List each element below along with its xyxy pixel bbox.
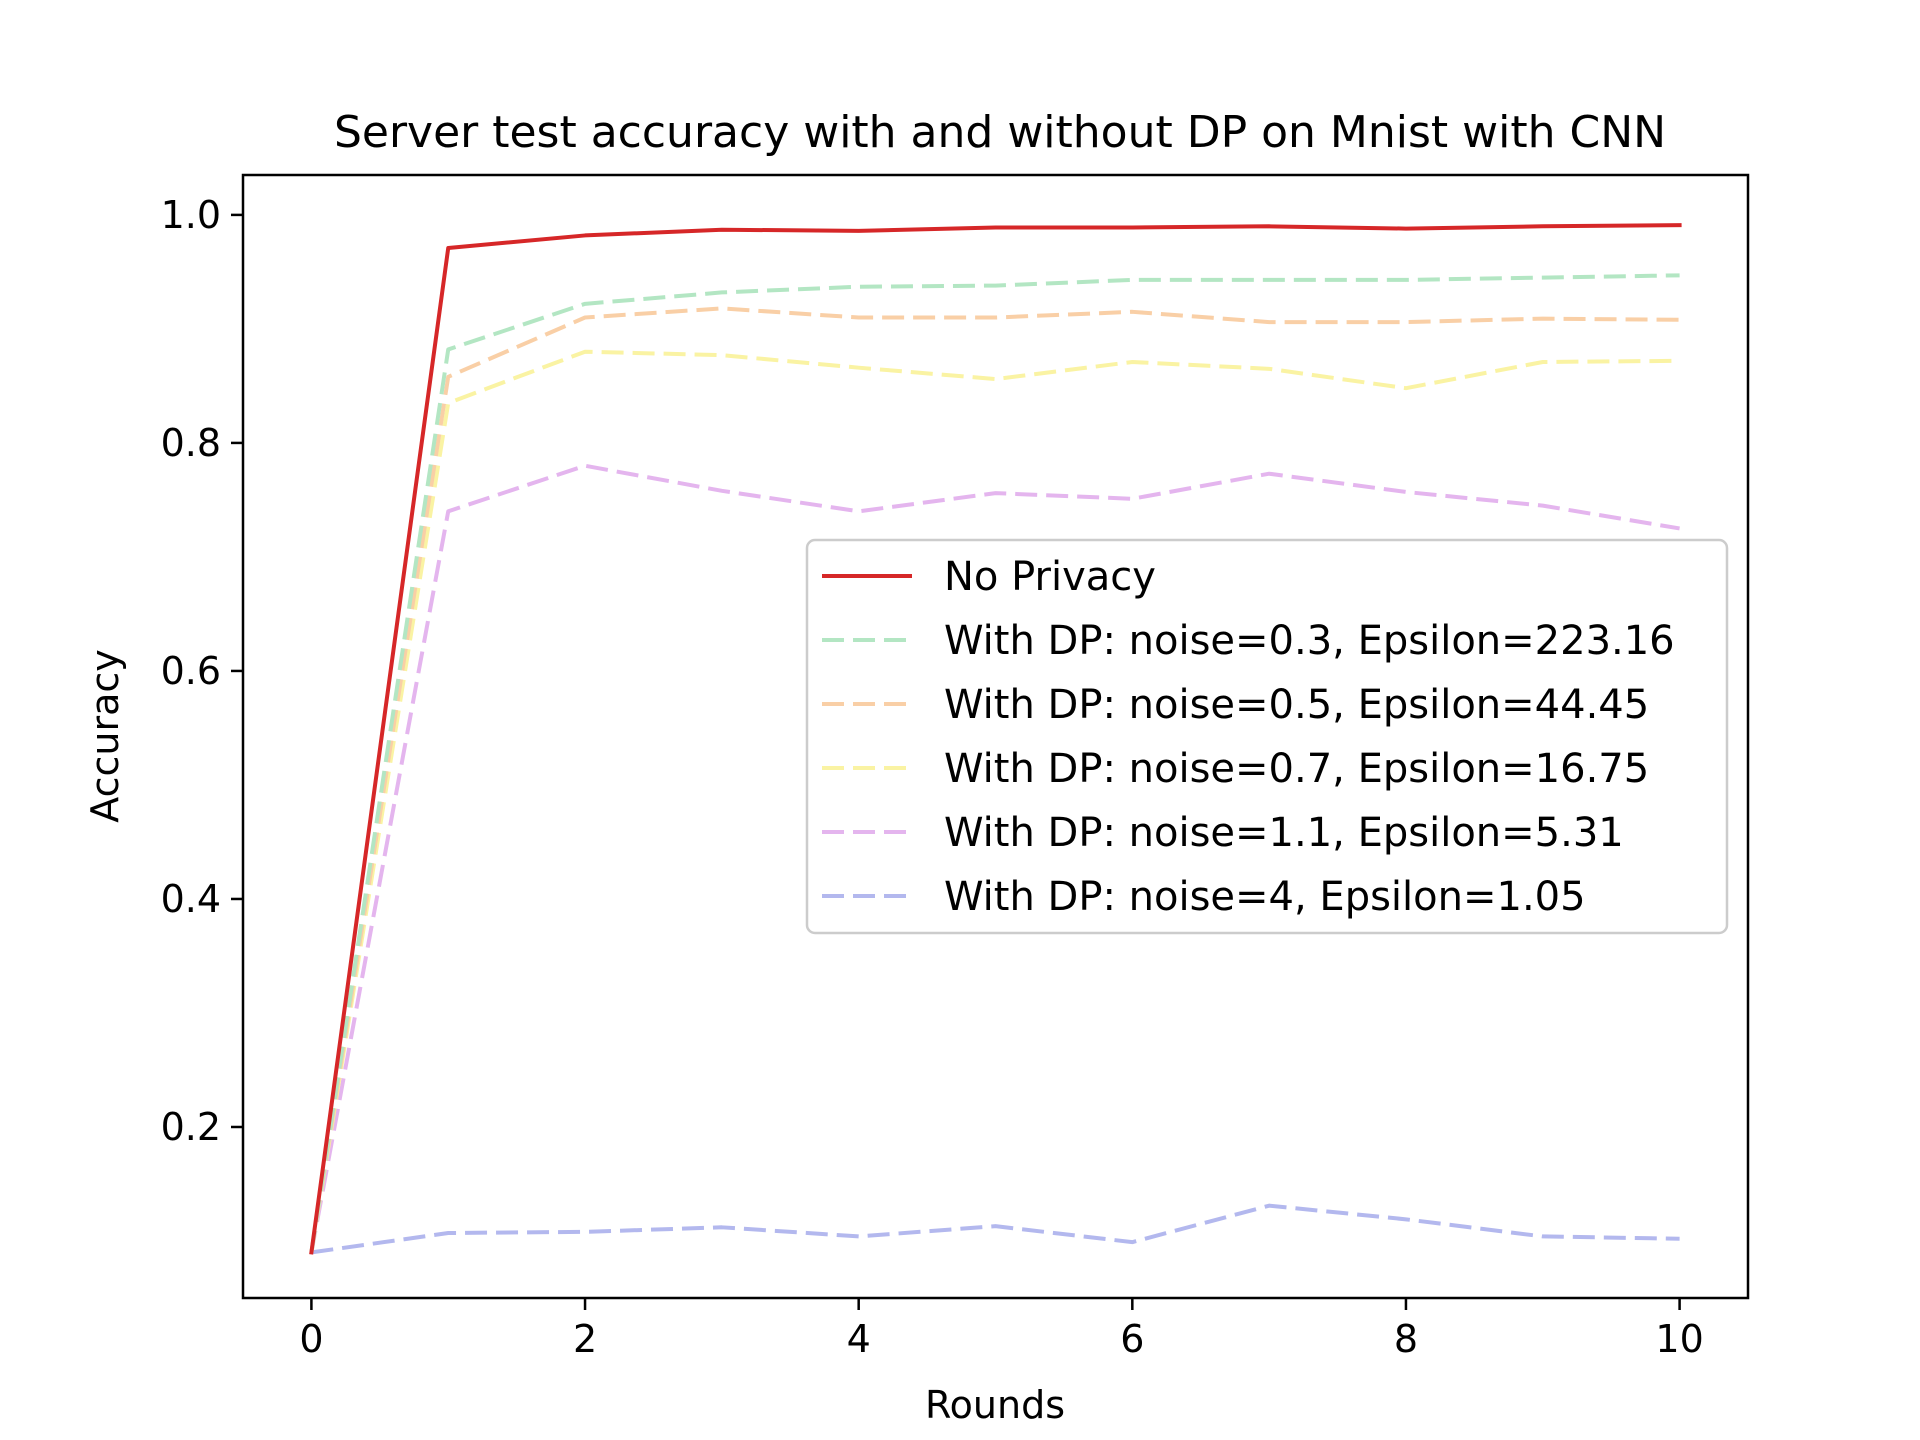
x-tick-label: 8 [1394, 1317, 1418, 1361]
x-tick-label: 0 [299, 1317, 323, 1361]
legend-label: With DP: noise=0.5, Epsilon=44.45 [944, 682, 1649, 728]
y-tick-label: 0.8 [161, 421, 221, 465]
x-axis-label: Rounds [925, 1383, 1065, 1427]
x-tick-label: 10 [1655, 1317, 1703, 1361]
y-axis-label: Accuracy [83, 649, 127, 823]
legend-box [805, 538, 1729, 935]
series-line-4 [309, 349, 1680, 1253]
y-tick-label: 0.2 [161, 1105, 221, 1149]
series-line-6 [311, 1203, 1680, 1255]
x-tick-label: 2 [573, 1317, 597, 1361]
series-line-2 [309, 273, 1680, 1253]
y-tick-label: 0.6 [161, 649, 221, 693]
series-lines [309, 223, 1682, 1255]
y-tick-label: 0.4 [161, 877, 221, 921]
legend: No Privacy With DP: noise=0.3, Epsilon=22… [805, 538, 1729, 935]
legend-label: With DP: noise=4, Epsilon=1.05 [944, 874, 1586, 920]
y-tick-label: 1.0 [161, 193, 221, 237]
legend-items: No Privacy With DP: noise=0.3, Epsilon=22… [822, 554, 1675, 920]
y-axis-ticks: 0.2 0.4 0.6 0.8 1.0 [161, 193, 243, 1149]
x-tick-label: 4 [847, 1317, 871, 1361]
x-axis-ticks: 0 2 4 6 8 10 [299, 1298, 1704, 1361]
chart-title: Server test accuracy with and without DP… [334, 107, 1666, 158]
legend-label: With DP: noise=0.3, Epsilon=223.16 [944, 618, 1675, 664]
plot-frame [241, 173, 1750, 1300]
series-line-3 [309, 306, 1680, 1253]
legend-label: With DP: noise=1.1, Epsilon=5.31 [944, 810, 1624, 856]
series-line-5 [309, 463, 1680, 1253]
x-tick-label: 6 [1120, 1317, 1144, 1361]
series-line-1 [309, 223, 1682, 1255]
legend-label: With DP: noise=0.7, Epsilon=16.75 [944, 746, 1649, 792]
legend-label: No Privacy [944, 554, 1156, 600]
